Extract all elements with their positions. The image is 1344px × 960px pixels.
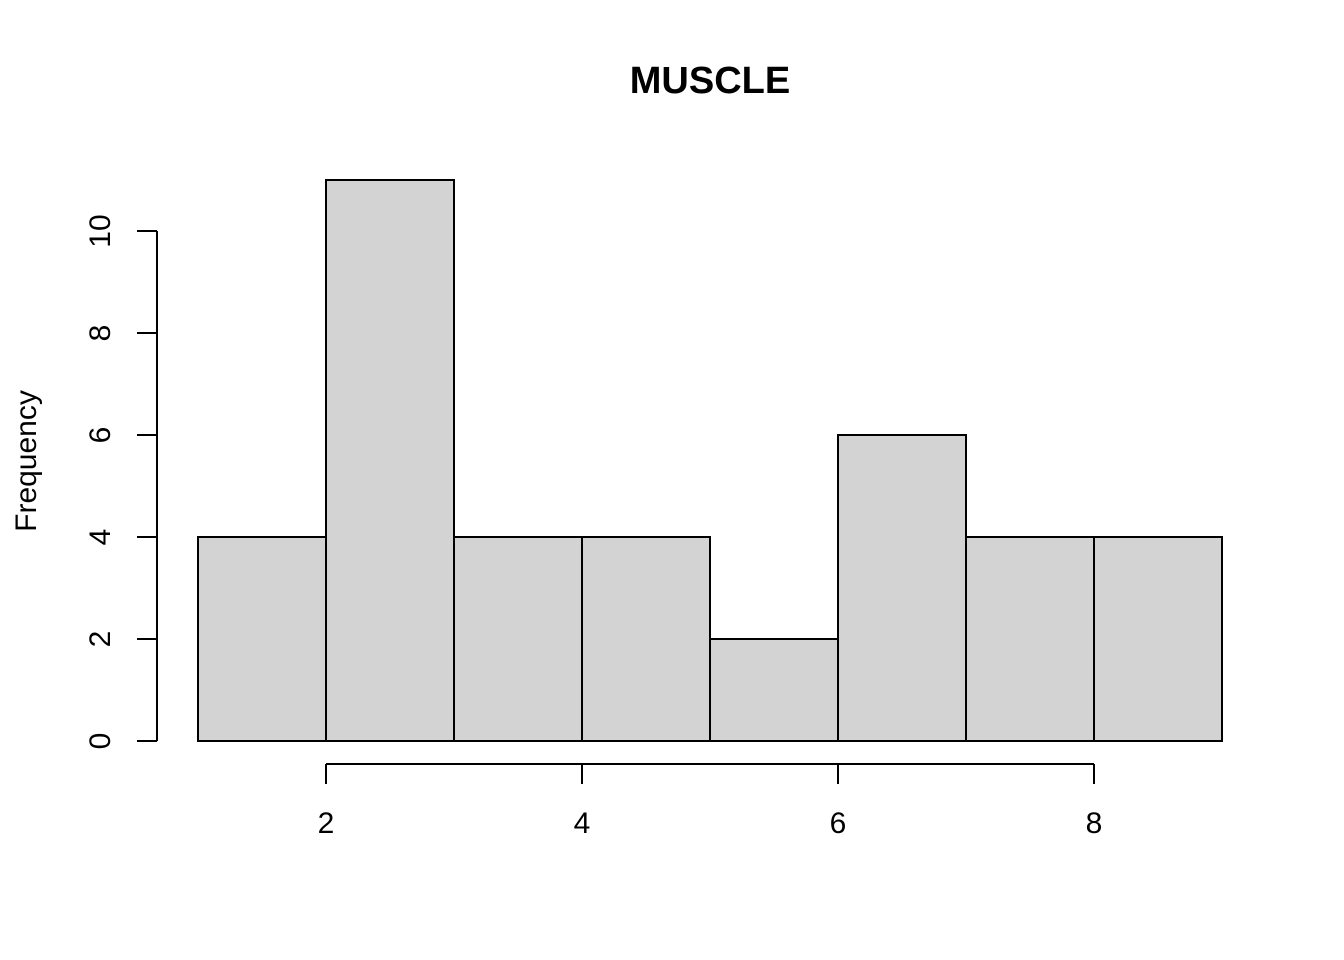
x-tick-label: 2	[318, 807, 335, 840]
bar-3-4	[453, 536, 583, 742]
bar-1-2	[197, 536, 327, 742]
bar-7-8	[965, 536, 1095, 742]
y-axis: 0 2 4 6 8 10	[84, 214, 158, 750]
x-tick-label: 6	[830, 807, 847, 840]
bar-6-7	[837, 434, 967, 742]
y-tick-label: 10	[84, 214, 117, 247]
bar-8-9	[1093, 536, 1223, 742]
y-tick-label: 6	[84, 427, 117, 444]
x-axis: 2 4 6 8	[318, 763, 1103, 840]
chart-title: MUSCLE	[630, 60, 790, 102]
bar-4-5	[581, 536, 711, 742]
x-tick-label: 4	[574, 807, 591, 840]
y-tick-label: 2	[84, 631, 117, 648]
x-tick-label: 8	[1086, 807, 1103, 840]
bars-group	[197, 179, 1223, 742]
y-tick-label: 4	[84, 529, 117, 546]
y-tick-label: 8	[84, 325, 117, 342]
y-tick-label: 0	[84, 733, 117, 750]
y-axis-label: Frequency	[10, 390, 43, 532]
bar-5-6	[709, 638, 839, 742]
bar-2-3	[325, 179, 455, 742]
